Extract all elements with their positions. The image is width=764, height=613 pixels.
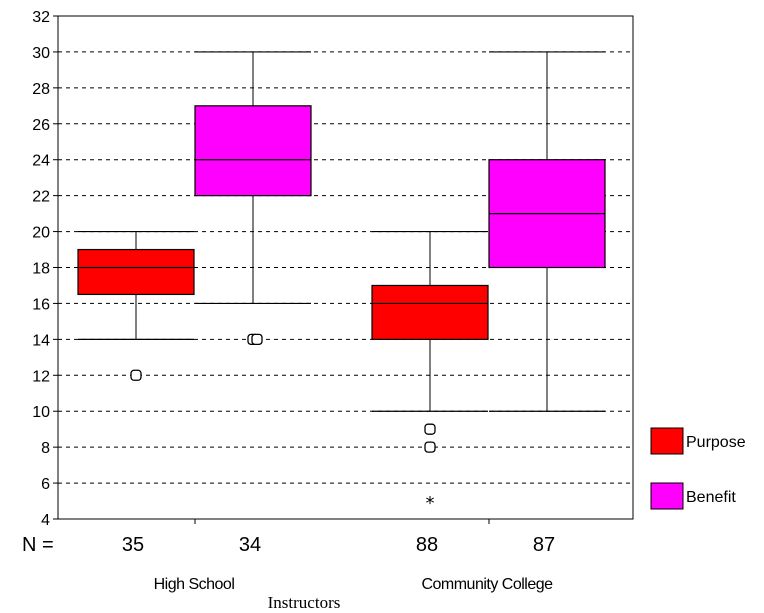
outlier-star: *: [426, 493, 435, 514]
box-iqr: [77, 248, 195, 296]
outlier-circle: [424, 441, 436, 453]
outlier-circle: [251, 333, 263, 346]
y-tick-label: 20: [32, 225, 50, 242]
n-prefix-label: N =: [22, 534, 54, 556]
box-iqr: [194, 105, 312, 197]
outlier-circle: [130, 369, 142, 381]
n-value-label: 87: [533, 534, 555, 556]
y-tick-label: 26: [32, 117, 50, 134]
y-tick-label: 18: [32, 261, 50, 278]
legend-item-benefit: Benefit: [650, 482, 736, 510]
y-axis: 4 6 8 10 12 14 16 18 20 22 24 26 28 30 32: [32, 9, 58, 529]
y-tick-label: 14: [32, 332, 50, 349]
x-axis: 35 34 88 87 N = High School Community College I…: [22, 519, 555, 612]
y-tick-label: 24: [32, 153, 50, 170]
group-label: High School: [154, 576, 235, 593]
box-high-school-benefit: [194, 51, 312, 346]
y-tick-label: 4: [41, 512, 50, 529]
n-value-label: 35: [122, 534, 144, 556]
y-tick-label: 30: [32, 45, 50, 62]
legend-item-purpose: Purpose: [650, 427, 746, 455]
n-value-label: 88: [416, 534, 438, 556]
box-high-school-purpose: [77, 230, 195, 381]
legend-label: Benefit: [686, 489, 736, 506]
legend-label: Purpose: [686, 434, 746, 451]
legend-swatch: [650, 482, 684, 510]
y-tick-label: 28: [32, 81, 50, 98]
y-tick-label: 16: [32, 296, 50, 313]
box-community-college-purpose: *: [371, 230, 489, 514]
group-label: Community College: [421, 576, 553, 593]
box-iqr: [371, 284, 489, 340]
box-series: *: [77, 51, 606, 514]
x-axis-title: Instructors: [268, 593, 341, 612]
y-tick-label: 22: [32, 189, 50, 206]
legend-swatch: [650, 427, 684, 455]
y-tick-label: 8: [41, 440, 50, 457]
y-tick-label: 6: [41, 476, 50, 493]
y-tick-label: 10: [32, 404, 50, 421]
y-tick-label: 32: [32, 9, 50, 26]
outlier-circle: [424, 423, 436, 435]
legend: Purpose Benefit: [650, 427, 746, 510]
box-community-college-benefit: [488, 51, 606, 412]
n-value-label: 34: [239, 534, 261, 556]
y-tick-label: 12: [32, 368, 50, 385]
